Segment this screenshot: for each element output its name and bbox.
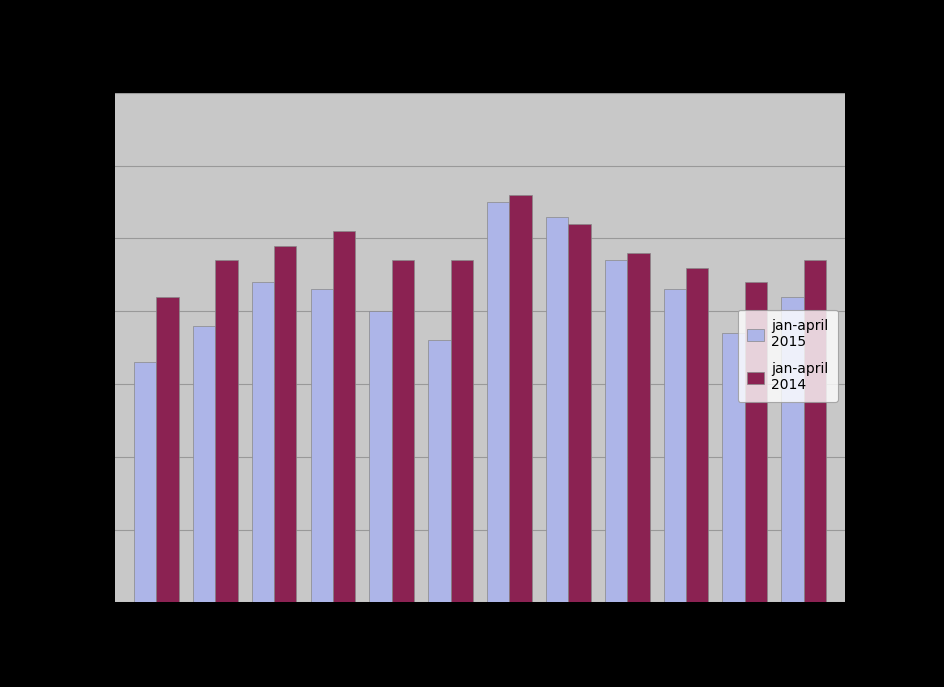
Bar — [486, 202, 509, 602]
Bar — [663, 289, 685, 602]
Bar — [392, 260, 413, 602]
Bar — [311, 289, 332, 602]
Bar — [627, 253, 649, 602]
Bar — [604, 260, 627, 602]
Bar — [781, 297, 802, 602]
Bar — [251, 282, 274, 602]
Bar — [722, 333, 744, 602]
Bar — [274, 246, 296, 602]
Bar — [369, 311, 392, 602]
Bar — [802, 260, 825, 602]
Bar — [450, 260, 473, 602]
Bar — [546, 216, 567, 602]
Bar — [193, 326, 215, 602]
Bar — [332, 231, 355, 602]
Bar — [215, 260, 237, 602]
Bar — [685, 267, 708, 602]
Bar — [567, 224, 590, 602]
Legend: jan-april
2015, jan-april
2014: jan-april 2015, jan-april 2014 — [737, 310, 837, 402]
Bar — [428, 340, 450, 602]
Bar — [744, 282, 767, 602]
Bar — [157, 297, 178, 602]
Bar — [134, 362, 157, 602]
Bar — [509, 194, 531, 602]
